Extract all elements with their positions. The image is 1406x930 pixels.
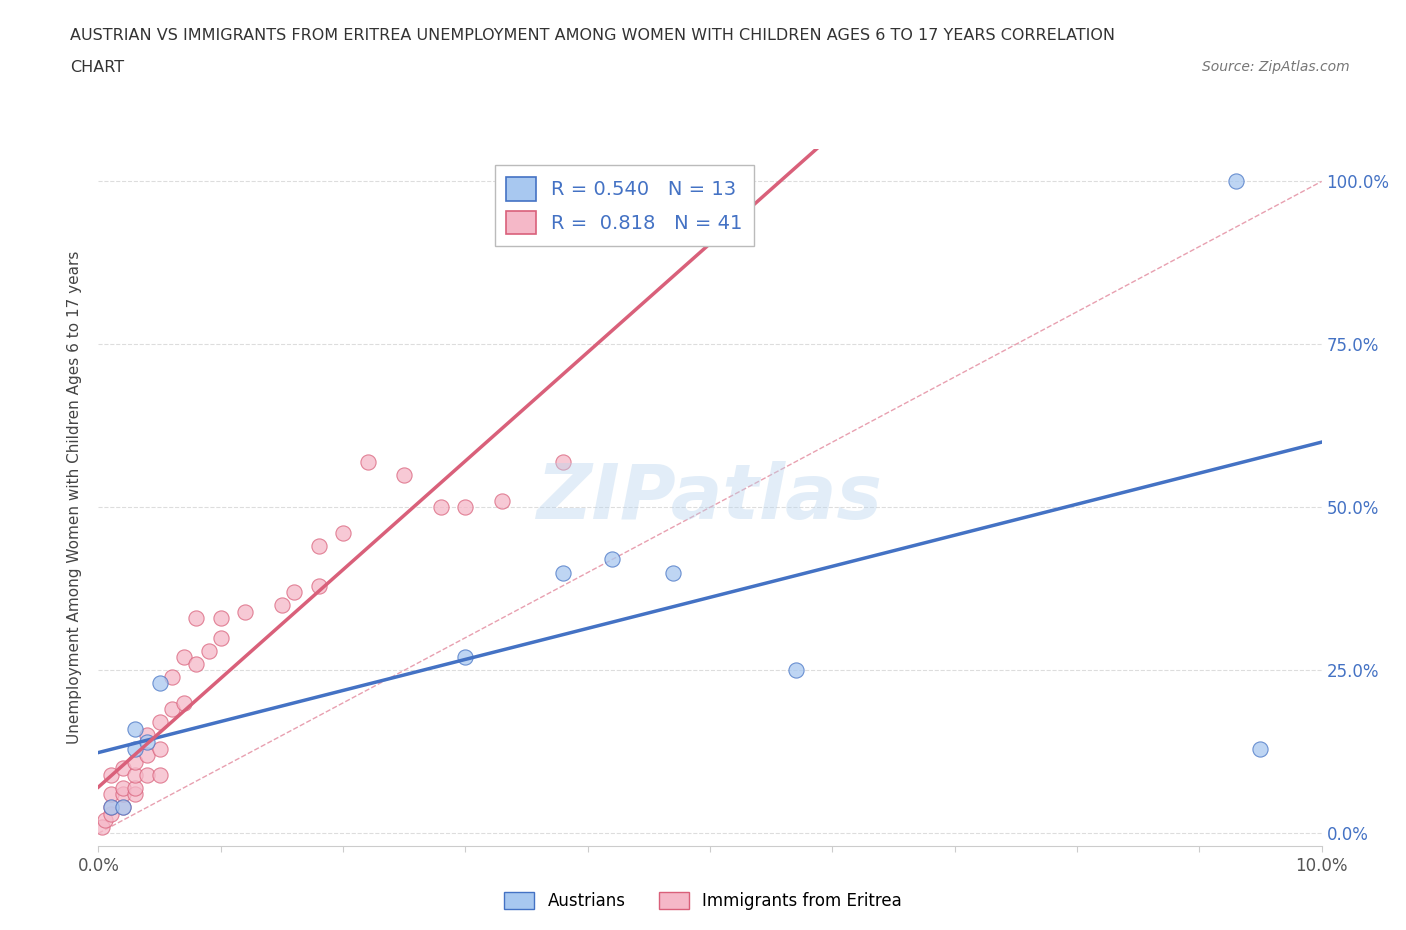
Legend: R = 0.540   N = 13, R =  0.818   N = 41: R = 0.540 N = 13, R = 0.818 N = 41 xyxy=(495,166,754,246)
Point xyxy=(270,598,292,613)
Point xyxy=(149,676,172,691)
Point xyxy=(111,800,134,815)
Point xyxy=(136,728,159,743)
Point xyxy=(136,767,159,782)
Point xyxy=(430,500,453,515)
Point xyxy=(100,806,122,821)
Point xyxy=(662,565,685,580)
Point xyxy=(124,787,146,802)
Point xyxy=(553,565,575,580)
Point xyxy=(233,604,256,619)
Point xyxy=(454,650,477,665)
Point xyxy=(91,819,114,834)
Point xyxy=(100,800,122,815)
Point xyxy=(149,741,172,756)
Legend: Austrians, Immigrants from Eritrea: Austrians, Immigrants from Eritrea xyxy=(498,885,908,917)
Point xyxy=(332,526,354,541)
Text: AUSTRIAN VS IMMIGRANTS FROM ERITREA UNEMPLOYMENT AMONG WOMEN WITH CHILDREN AGES : AUSTRIAN VS IMMIGRANTS FROM ERITREA UNEM… xyxy=(70,28,1115,43)
Point xyxy=(173,650,195,665)
Point xyxy=(124,754,146,769)
Point xyxy=(124,722,146,737)
Point xyxy=(111,800,134,815)
Point xyxy=(186,657,208,671)
Point xyxy=(392,467,416,482)
Point xyxy=(100,767,122,782)
Point xyxy=(100,787,122,802)
Point xyxy=(600,552,623,567)
Point xyxy=(160,702,183,717)
Point xyxy=(1249,741,1271,756)
Point xyxy=(308,578,330,593)
Point xyxy=(124,741,146,756)
Point xyxy=(454,500,477,515)
Point xyxy=(124,767,146,782)
Point xyxy=(491,494,513,509)
Point xyxy=(111,787,134,802)
Point xyxy=(308,539,330,554)
Point xyxy=(93,813,115,828)
Point xyxy=(100,800,122,815)
Point xyxy=(1225,174,1247,189)
Point xyxy=(136,735,159,750)
Point xyxy=(209,611,232,626)
Point xyxy=(149,767,172,782)
Point xyxy=(197,644,219,658)
Text: Source: ZipAtlas.com: Source: ZipAtlas.com xyxy=(1202,60,1350,74)
Point xyxy=(553,454,575,469)
Point xyxy=(160,670,183,684)
Point xyxy=(136,748,159,763)
Point xyxy=(149,715,172,730)
Point xyxy=(111,780,134,795)
Y-axis label: Unemployment Among Women with Children Ages 6 to 17 years: Unemployment Among Women with Children A… xyxy=(67,251,83,744)
Point xyxy=(356,454,378,469)
Text: CHART: CHART xyxy=(70,60,124,75)
Point xyxy=(186,611,208,626)
Point xyxy=(173,696,195,711)
Point xyxy=(124,780,146,795)
Point xyxy=(283,585,305,600)
Point xyxy=(209,631,232,645)
Text: ZIPatlas: ZIPatlas xyxy=(537,460,883,535)
Point xyxy=(785,663,807,678)
Point xyxy=(111,761,134,776)
